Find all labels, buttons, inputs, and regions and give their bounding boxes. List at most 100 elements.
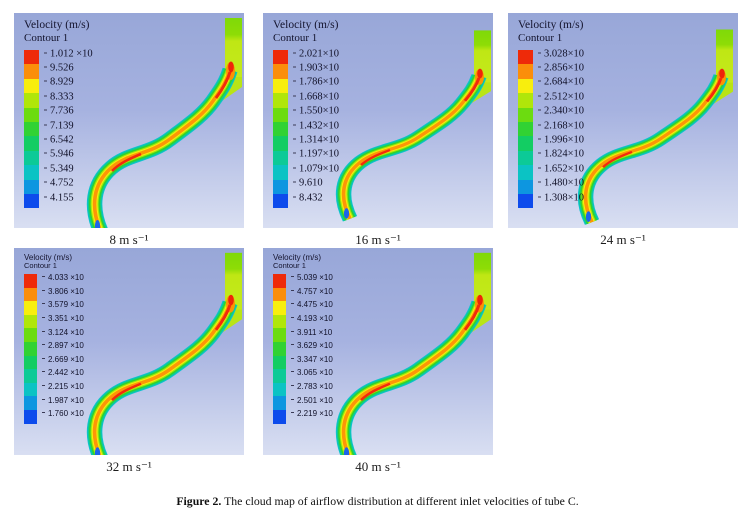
inlet-blue-tip	[343, 208, 350, 219]
legend-row: 2.501 ×10	[273, 396, 333, 410]
legend-row: 1.652×10	[518, 163, 584, 180]
legend-row: 4.193 ×10	[273, 314, 333, 329]
legend-value: 7.139	[44, 120, 74, 131]
bend-red-spot	[719, 68, 725, 79]
legend-value: 1.550×10	[293, 106, 339, 117]
legend-value: 1.996×10	[538, 135, 584, 146]
legend-subtitle: Contour 1	[24, 261, 57, 270]
legend-color-swatch	[24, 93, 39, 108]
legend-colorbar: 2.021×10 1.903×10 1.786×10 1.668×10 1.55…	[273, 48, 339, 209]
legend-color-swatch	[273, 121, 288, 137]
legend-color-swatch	[273, 301, 286, 315]
legend-value: 2.856×10	[538, 63, 584, 74]
legend-value: 3.124 ×10	[42, 328, 84, 337]
legend-row: 1.760 ×10	[24, 409, 84, 424]
legend-color-swatch	[518, 193, 533, 209]
legend-value: 8.432	[293, 192, 323, 203]
legend-color-swatch	[24, 287, 37, 302]
legend-color-swatch	[24, 274, 37, 288]
legend-row: 2.669 ×10	[24, 355, 84, 370]
legend-title: Velocity (m/s)	[273, 253, 322, 262]
legend-value: 2.340×10	[538, 106, 584, 117]
legend-color-swatch	[273, 409, 286, 424]
legend-color-swatch	[273, 341, 286, 356]
legend-row: 2.340×10	[518, 106, 584, 122]
legend-color-swatch	[273, 314, 286, 329]
legend-value: 1.786×10	[293, 77, 339, 88]
legend-row: 1.786×10	[273, 77, 339, 94]
legend-color-swatch	[518, 64, 533, 79]
legend-value: 4.193 ×10	[291, 314, 333, 323]
legend-row: 9.526	[24, 63, 93, 79]
legend-title: Velocity (m/s)	[518, 19, 584, 31]
legend-subtitle: Contour 1	[518, 32, 563, 44]
bend-red-spot	[228, 294, 234, 306]
legend-color-swatch	[273, 179, 288, 194]
legend-row: 3.911 ×10	[273, 328, 333, 342]
legend-row: 2.219 ×10	[273, 409, 333, 424]
legend-value: 1.197×10	[293, 149, 339, 160]
legend-row: 2.783 ×10	[273, 382, 333, 397]
legend-color-swatch	[24, 314, 37, 329]
legend-row: 1.308×10	[518, 192, 584, 209]
inlet-blue-tip	[585, 211, 592, 223]
legend-value: 1.480×10	[538, 178, 584, 189]
legend-value: 3.806 ×10	[42, 287, 84, 296]
legend-row: 3.579 ×10	[24, 300, 84, 315]
red-streak-lower	[602, 150, 633, 169]
legend-row: 4.752	[24, 178, 93, 194]
legend-value: 2.501 ×10	[291, 396, 333, 405]
legend-row: 1.996×10	[518, 135, 584, 151]
legend-row: 1.480×10	[518, 178, 584, 194]
legend-value: 2.021×10	[293, 48, 339, 59]
legend-title: Velocity (m/s)	[24, 253, 73, 262]
legend-color-swatch	[24, 301, 37, 315]
legend-value: 9.610	[293, 178, 323, 189]
velocity-label: 24 m s⁻¹	[600, 232, 646, 247]
legend-colorbar: 3.028×10 2.856×10 2.684×10 2.512×10 2.34…	[518, 48, 584, 209]
velocity-label: 8 m s⁻¹	[109, 232, 149, 247]
legend-row: 4.757 ×10	[273, 287, 333, 302]
legend-value: 3.351 ×10	[42, 314, 84, 323]
legend-color-swatch	[24, 107, 39, 122]
legend-value: 4.033 ×10	[42, 273, 84, 282]
legend-row: 1.987 ×10	[24, 396, 84, 410]
legend-color-swatch	[273, 369, 286, 383]
contour-panel-8ms: Velocity (m/s) Contour 1 1.012 ×10 9.526…	[14, 13, 244, 228]
legend-value: 1.012 ×10	[44, 48, 93, 59]
legend-color-swatch	[518, 78, 533, 94]
figure-caption-text: The cloud map of airflow distribution at…	[224, 494, 579, 508]
legend-value: 9.526	[44, 63, 74, 74]
legend-row: 8.333	[24, 91, 93, 108]
legend-color-swatch	[24, 150, 39, 166]
figure-caption-label: Figure 2.	[176, 494, 222, 508]
legend-row: 3.124 ×10	[24, 328, 84, 342]
legend-row: 2.684×10	[518, 77, 584, 94]
legend-value: 3.028×10	[538, 48, 584, 59]
legend-color-swatch	[518, 107, 533, 122]
legend-colorbar: 5.039 ×10 4.757 ×10 4.475 ×10 4.193 ×10 …	[273, 273, 333, 424]
contour-panel-16ms: Velocity (m/s) Contour 1 2.021×10 1.903×…	[263, 13, 493, 228]
legend-row: 1.668×10	[273, 91, 339, 108]
legend-value: 4.757 ×10	[291, 287, 333, 296]
red-streak-upper	[214, 304, 232, 331]
legend-color-swatch	[24, 369, 37, 383]
bend-red-spot	[477, 294, 483, 306]
legend-color-swatch	[24, 179, 39, 194]
legend-value: 3.911 ×10	[291, 328, 332, 337]
legend-color-swatch	[273, 274, 286, 288]
legend-value: 1.432×10	[293, 120, 339, 131]
legend-row: 4.155	[24, 192, 93, 209]
legend-color-swatch	[24, 328, 37, 342]
legend-row: 2.168×10	[518, 120, 584, 137]
legend-color-swatch	[518, 165, 533, 180]
legend-color-swatch	[24, 341, 37, 356]
legend-row: 1.197×10	[273, 149, 339, 166]
legend-color-swatch	[24, 396, 37, 410]
legend-value: 8.929	[44, 77, 74, 88]
legend-subtitle: Contour 1	[24, 32, 69, 44]
legend-title: Velocity (m/s)	[273, 19, 339, 31]
legend-value: 4.155	[44, 192, 74, 203]
legend-color-swatch	[273, 328, 286, 342]
legend-color-swatch	[24, 409, 37, 424]
